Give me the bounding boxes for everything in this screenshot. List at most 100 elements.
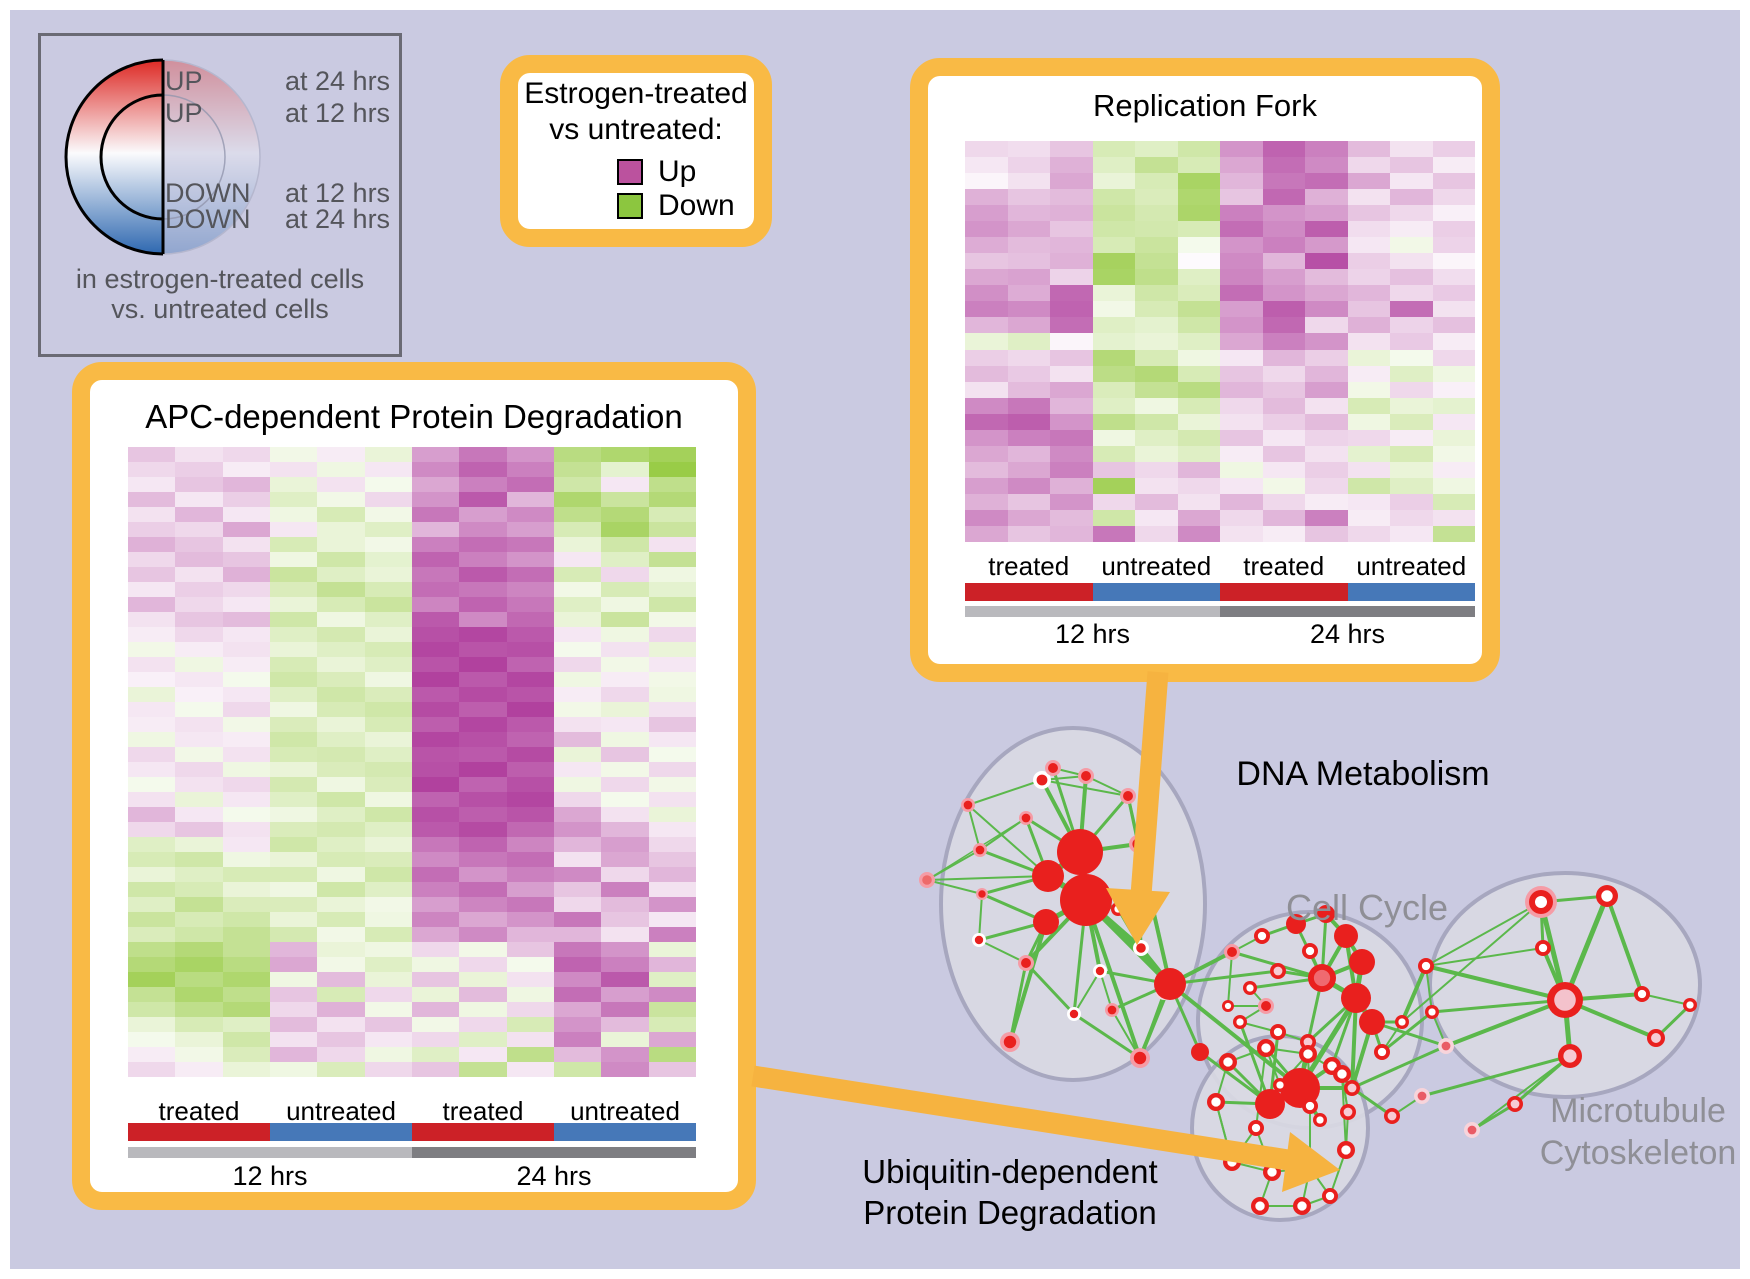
heatmap-cell [175, 897, 223, 912]
heatmap-cell [1135, 317, 1178, 334]
heatmap-cell [1390, 525, 1433, 542]
heatmap-cell [222, 717, 270, 732]
heatmap-cell [601, 642, 649, 657]
heatmap-cell [553, 882, 602, 897]
apc-degradation-panel: APC-dependent Protein Degradation treated… [72, 362, 756, 1210]
heatmap-cell [601, 1032, 649, 1047]
heatmap-cell [222, 747, 270, 762]
heatmap-cell [128, 747, 176, 762]
heatmap-cell [1050, 381, 1093, 398]
network-node-rpr [978, 890, 986, 898]
cluster-label-microtubule-cytoskeleton: Cytoskeleton [1540, 1134, 1737, 1172]
heatmap-cell [1092, 301, 1135, 318]
network-node-prc [1441, 1041, 1451, 1051]
heatmap-cell [459, 1062, 507, 1077]
heatmap-cell [1262, 189, 1305, 206]
heatmap-cell [965, 221, 1008, 238]
heatmap-cell [1007, 381, 1050, 398]
heatmap-cell [317, 462, 365, 477]
heatmap-cell [364, 807, 412, 822]
heatmap-cell [269, 942, 318, 957]
heatmap-cell [1092, 237, 1135, 254]
heatmap-cell [128, 642, 176, 657]
heatmap-cell [601, 582, 649, 597]
heatmap-cell [1177, 221, 1220, 238]
heatmap-cell [1390, 269, 1433, 286]
heatmap-cell [553, 597, 602, 612]
network-edge [1425, 901, 1542, 967]
heatmap-cell [175, 927, 223, 942]
heatmap-cell [965, 349, 1008, 366]
heatmap-cell [1092, 349, 1135, 366]
heatmap-cell [1305, 413, 1348, 430]
network-edge [926, 875, 1049, 881]
condition-bar-treated-0 [128, 1123, 270, 1141]
heatmap-cell [553, 522, 602, 537]
heatmap-cell [459, 747, 507, 762]
heatmap-cell [648, 702, 696, 717]
network-node-r [1349, 949, 1375, 975]
heatmap-cell [506, 792, 554, 807]
heatmap-cell [411, 657, 460, 672]
heatmap-cell [364, 867, 412, 882]
heatmap-cell [459, 597, 507, 612]
heatmap-cell [364, 717, 412, 732]
heatmap-cell [1347, 381, 1390, 398]
heatmap-cell [1135, 205, 1178, 222]
heatmap-cell [1347, 269, 1390, 286]
heatmap-cell [411, 567, 460, 582]
network-edge [1425, 947, 1544, 967]
heatmap-cell [222, 732, 270, 747]
heatmap-cell [364, 597, 412, 612]
heatmap-cell [601, 777, 649, 792]
heatmap-cell [317, 612, 365, 627]
heatmap-cell [1220, 285, 1263, 302]
heatmap-cell [1092, 221, 1135, 238]
heatmap-cell [601, 972, 649, 987]
heatmap-cell [222, 987, 270, 1002]
heatmap-cell [1220, 237, 1263, 254]
network-node-ringw [1246, 984, 1254, 992]
heatmap-cell [364, 777, 412, 792]
heatmap-cell [1092, 365, 1135, 382]
heatmap-cell [553, 747, 602, 762]
heatmap-cell [364, 672, 412, 687]
heatmap-cell [648, 897, 696, 912]
heatmap-cell [1007, 397, 1050, 414]
heatmap-cell [269, 822, 318, 837]
heatmap-cell [1432, 301, 1475, 318]
heatmap-cell [1390, 461, 1433, 478]
condition-bar-untreated-3 [554, 1123, 696, 1141]
heatmap-cell [364, 732, 412, 747]
heatmap-cell [459, 837, 507, 852]
apc-heatmap [128, 447, 696, 1077]
heatmap-cell [269, 642, 318, 657]
heatmap-cell [1347, 349, 1390, 366]
heatmap-cell [506, 747, 554, 762]
heatmap-cell [459, 912, 507, 927]
heatmap-cell [222, 552, 270, 567]
condition-label-treated-0: treated [158, 1096, 240, 1126]
heatmap-cell [506, 732, 554, 747]
heatmap-cell [1220, 349, 1263, 366]
heatmap-cell [411, 942, 460, 957]
heatmap-cell [1177, 381, 1220, 398]
heatmap-cell [411, 732, 460, 747]
heatmap-cell [601, 957, 649, 972]
heatmap-cell [1007, 285, 1050, 302]
heatmap-cell [506, 567, 554, 582]
cluster-label-ubiquitin-degradation: Protein Degradation [863, 1194, 1157, 1231]
heatmap-cell [128, 1002, 176, 1017]
heatmap-cell [1050, 237, 1093, 254]
heatmap-cell [1432, 237, 1475, 254]
heatmap-cell [601, 792, 649, 807]
network-node-rrc [1313, 969, 1331, 987]
heatmap-cell [459, 957, 507, 972]
heatmap-cell [1092, 429, 1135, 446]
heatmap-cell [459, 582, 507, 597]
network-edge [1641, 993, 1691, 1006]
heatmap-cell [553, 642, 602, 657]
heatmap-cell [1220, 477, 1263, 494]
heatmap-cell [269, 912, 318, 927]
heatmap-cell [1177, 333, 1220, 350]
